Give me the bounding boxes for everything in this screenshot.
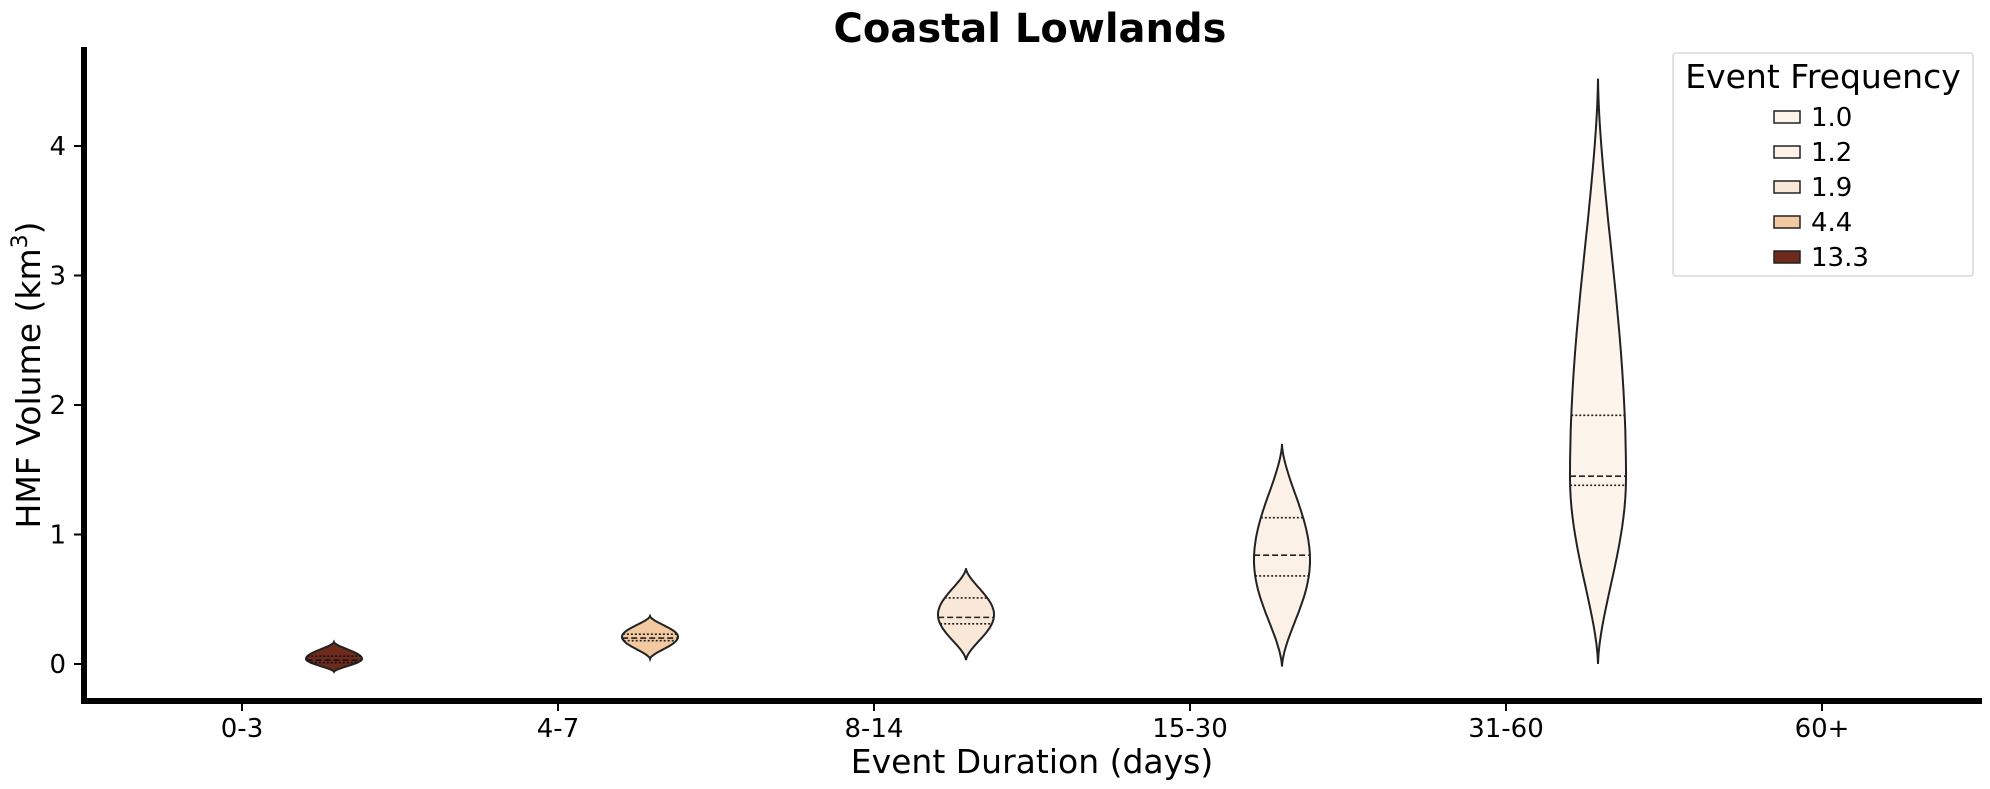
x-tick-label: 4-7 <box>537 714 579 744</box>
y-tick-label: 0 <box>49 650 66 680</box>
violins <box>305 78 1627 674</box>
y-axis-label-main: HMF Volume (km <box>9 248 48 528</box>
x-tick-label: 31-60 <box>1468 714 1544 744</box>
y-ticks: 0 1 2 3 4 <box>49 132 81 680</box>
y-tick-label: 2 <box>49 391 66 421</box>
violin-body <box>1569 78 1627 665</box>
legend-entries: 1.0 1.2 1.9 4.4 13.3 <box>1773 103 1869 273</box>
y-axis-label-close: ) <box>9 222 48 235</box>
legend-swatch <box>1773 180 1801 194</box>
chart-title: Coastal Lowlands <box>834 6 1227 52</box>
legend-label: 1.9 <box>1811 173 1852 203</box>
legend-label: 13.3 <box>1811 243 1869 273</box>
legend: Event Frequency 1.0 1.2 1.9 4.4 13.3 <box>1672 52 1974 277</box>
violin-8-14 <box>937 568 995 661</box>
legend-swatch <box>1773 250 1801 264</box>
legend-label: 1.2 <box>1811 138 1852 168</box>
legend-title: Event Frequency <box>1685 57 1961 96</box>
legend-label: 1.0 <box>1811 103 1852 133</box>
y-axis-label: HMF Volume (km3) <box>8 222 48 529</box>
violin-0-3 <box>305 639 363 674</box>
x-ticks: 0-3 4-7 8-14 15-30 31-60 60+ <box>221 704 1850 744</box>
violin-body <box>305 639 363 674</box>
x-axis-label: Event Duration (days) <box>851 742 1213 781</box>
x-tick-label: 8-14 <box>844 714 903 744</box>
violin-4-7 <box>621 613 679 663</box>
legend-swatch <box>1773 215 1801 229</box>
y-tick-label: 1 <box>49 521 66 551</box>
violin-15-30 <box>1253 443 1311 667</box>
legend-swatch <box>1773 110 1801 124</box>
y-axis-label-sup: 3 <box>8 234 33 248</box>
y-tick-label: 4 <box>49 132 66 162</box>
legend-label: 4.4 <box>1811 208 1852 238</box>
violin-body <box>937 568 995 661</box>
y-tick-label: 3 <box>49 262 66 292</box>
violin-31-60 <box>1569 78 1627 665</box>
legend-swatch <box>1773 145 1801 159</box>
legend-frame <box>1672 52 1974 277</box>
x-tick-label: 60+ <box>1795 714 1850 744</box>
x-tick-label: 15-30 <box>1152 714 1228 744</box>
x-tick-label: 0-3 <box>221 714 263 744</box>
